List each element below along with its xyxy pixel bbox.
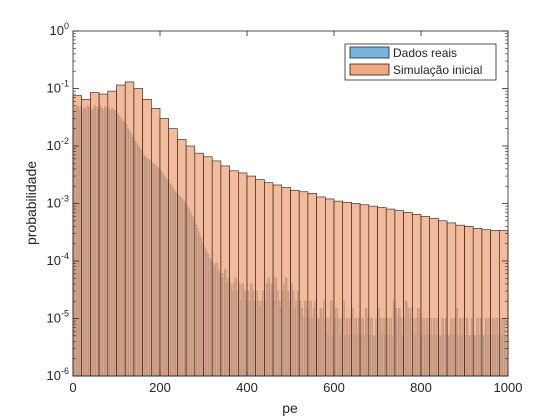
- simulacao-inicial-bar: [194, 152, 204, 377]
- x-tick-label: 1000: [494, 380, 523, 395]
- simulacao-inicial-bar: [203, 156, 213, 377]
- simulacao-inicial-bar: [272, 184, 283, 377]
- simulacao-inicial-bar: [107, 90, 117, 377]
- simulacao-inicial-bar: [411, 213, 422, 377]
- y-tick-label: 10-3: [47, 194, 69, 211]
- simulacao-inicial-bar: [333, 200, 343, 377]
- x-tick-label: 800: [410, 380, 432, 395]
- simulacao-inicial-bar: [446, 222, 457, 377]
- simulacao-inicial-bar: [151, 108, 161, 377]
- simulacao-inicial-bar: [290, 189, 300, 377]
- plot-area: [72, 30, 509, 377]
- simulacao-inicial-bar: [90, 92, 100, 377]
- simulacao-inicial-bar: [464, 226, 474, 377]
- simulacao-inicial-bar: [124, 81, 135, 377]
- x-axis-ticks: 0 200 400 600 800 1000: [69, 31, 522, 395]
- legend-swatch-simulacao-inicial: [349, 63, 390, 76]
- y-tick-label: 10-2: [47, 136, 69, 153]
- legend-swatch-dados-reais: [349, 46, 390, 59]
- simulacao-inicial-bar: [298, 191, 309, 377]
- simulacao-inicial-bar: [394, 210, 404, 377]
- simulacao-inicial-bar: [420, 215, 430, 377]
- simulacao-inicial-bar: [98, 93, 109, 377]
- simulacao-inicial-bar: [498, 230, 509, 377]
- simulacao-inicial-bar: [142, 98, 152, 377]
- legend-label-dados-reais: Dados reais: [393, 46, 457, 60]
- simulacao-inicial-bar: [185, 145, 196, 377]
- x-tick-label: 400: [236, 380, 258, 395]
- simulacao-inicial-bar: [177, 139, 187, 377]
- simulacao-inicial-bar: [246, 175, 256, 377]
- simulacao-inicial-bar: [342, 201, 352, 377]
- simulacao-inicial-bar: [238, 172, 248, 377]
- series-simulacao-inicial: [72, 81, 509, 377]
- y-tick-label: 10-1: [47, 79, 69, 96]
- x-tick-label: 200: [149, 380, 171, 395]
- y-tick-label: 100: [50, 21, 69, 38]
- simulacao-inicial-bar: [351, 203, 361, 377]
- simulacao-inicial-bar: [81, 98, 91, 377]
- x-tick-label: 0: [69, 380, 76, 395]
- simulacao-inicial-bar: [455, 224, 465, 377]
- x-tick-label: 600: [323, 380, 345, 395]
- simulacao-inicial-bar: [168, 128, 178, 377]
- simulacao-inicial-bar: [385, 208, 396, 377]
- y-tick-label: 10-5: [47, 309, 69, 326]
- simulacao-inicial-bar: [229, 170, 239, 377]
- y-axis-ticks: 10-6 10-5 10-4 10-3 10-2 10-1 100: [47, 21, 508, 383]
- simulacao-inicial-bar: [133, 88, 143, 377]
- simulacao-inicial-bar: [490, 230, 500, 377]
- simulacao-inicial-bar: [472, 228, 483, 377]
- legend-label-simulacao-inicial: Simulação inicial: [393, 63, 482, 77]
- simulacao-inicial-bar: [281, 187, 291, 377]
- simulacao-inicial-bar: [429, 218, 439, 377]
- simulacao-inicial-bar: [438, 220, 448, 377]
- simulacao-inicial-bar: [377, 207, 387, 377]
- simulacao-inicial-bar: [220, 165, 230, 377]
- simulacao-inicial-bar: [316, 196, 326, 377]
- simulacao-inicial-bar: [307, 193, 317, 377]
- simulacao-inicial-bar: [264, 182, 274, 377]
- y-tick-label: 10-6: [47, 366, 69, 383]
- x-axis-label: pe: [282, 400, 298, 416]
- simulacao-inicial-bar: [72, 95, 82, 377]
- simulacao-inicial-bar: [159, 118, 169, 377]
- simulacao-inicial-bar: [368, 205, 378, 377]
- legend: Dados reais Simulação inicial: [344, 43, 497, 81]
- simulacao-inicial-bar: [403, 212, 413, 377]
- simulacao-inicial-bar: [116, 84, 126, 377]
- simulacao-inicial-bar: [481, 229, 491, 377]
- simulacao-inicial-bar: [211, 160, 222, 377]
- y-axis-label: probabilidade: [23, 161, 39, 245]
- simulacao-inicial-bar: [359, 204, 370, 377]
- simulacao-inicial-bar: [324, 198, 335, 377]
- simulacao-inicial-bar: [255, 179, 265, 377]
- y-tick-label: 10-4: [47, 251, 69, 268]
